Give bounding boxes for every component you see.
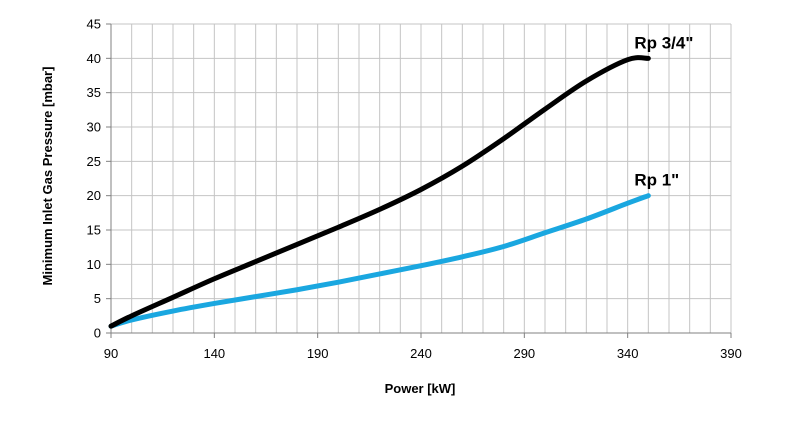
series-line-rp-1	[108, 193, 651, 329]
y-tick-label: 35	[87, 85, 101, 100]
y-tick-label: 0	[94, 326, 101, 341]
y-tick-label: 15	[87, 223, 101, 238]
x-tick-label: 240	[410, 346, 432, 361]
y-tick-label: 5	[94, 291, 101, 306]
x-tick-label: 390	[720, 346, 742, 361]
x-tick-label: 340	[617, 346, 639, 361]
series	[108, 55, 651, 329]
y-tick-label: 45	[87, 17, 101, 32]
y-tick-label: 30	[87, 120, 101, 135]
axes: 0 5 10 15 20 25 30 35 40 45 90 140 190 240 290 340 390	[87, 17, 742, 362]
series-line-rp-3-4	[108, 55, 651, 329]
x-axis-title: Power [kW]	[385, 381, 456, 396]
grid	[110, 23, 732, 334]
x-tick-label: 140	[203, 346, 225, 361]
x-tick-label: 190	[307, 346, 329, 361]
series-label-rp-1: Rp 1"	[634, 171, 679, 190]
y-tick-label: 10	[87, 257, 101, 272]
x-tick-label: 290	[513, 346, 535, 361]
y-tick-label: 20	[87, 188, 101, 203]
series-label-rp-3-4: Rp 3/4"	[634, 33, 693, 52]
labels: Rp 1" Rp 3/4"	[634, 33, 693, 189]
x-tick-label: 90	[104, 346, 118, 361]
y-tick-label: 25	[87, 154, 101, 169]
y-axis-title: Minimum Inlet Gas Pressure [mbar]	[40, 67, 55, 286]
y-tick-label: 40	[87, 51, 101, 66]
